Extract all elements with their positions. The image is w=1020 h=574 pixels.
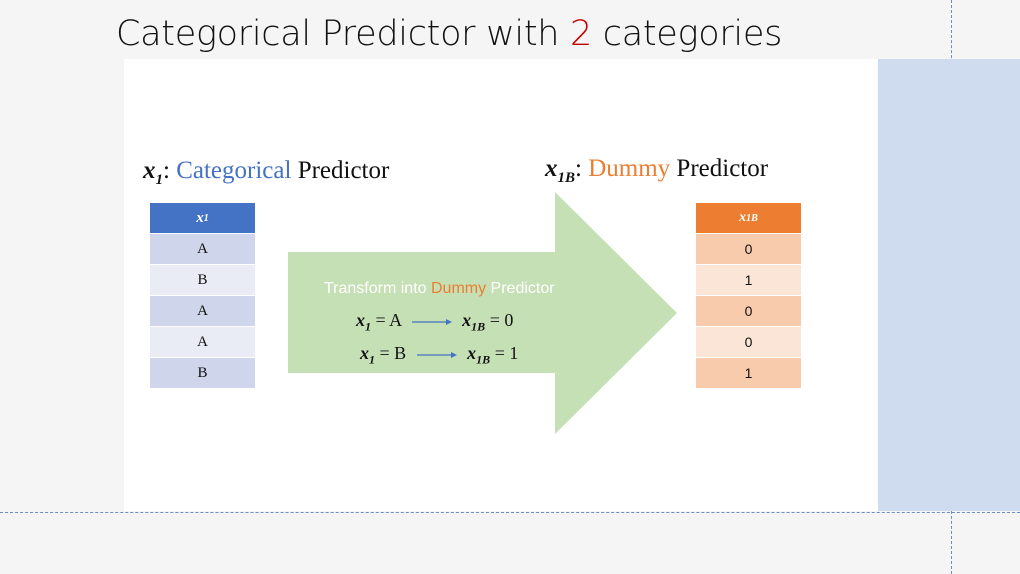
dummy-table: x 1B 0 1 0 0 1: [696, 203, 801, 389]
table-row: A: [150, 327, 255, 358]
table-row: B: [150, 265, 255, 296]
heading-rest: Predictor: [291, 157, 390, 184]
heading-highlight: Categorical: [176, 157, 292, 184]
heading-highlight: Dummy: [588, 155, 671, 182]
table-row: 0: [696, 296, 801, 327]
right-arrow-icon: [416, 351, 457, 358]
heading-colon: :: [575, 155, 589, 182]
heading-variable: x1: [143, 157, 163, 188]
slide-title: Categorical Predictor with 2 categories: [116, 14, 782, 54]
dummy-predictor-heading: x1B: Dummy Predictor: [545, 155, 768, 187]
table-row: 0: [696, 327, 801, 358]
categorical-predictor-heading: x1: Categorical Predictor: [143, 157, 389, 189]
right-arrow-icon: [411, 318, 452, 325]
heading-rest: Predictor: [670, 155, 769, 182]
mapping-rule: x1 = B x1B = 1: [360, 343, 519, 367]
heading-variable: x1B: [545, 155, 576, 186]
heading-colon: :: [163, 157, 177, 184]
table-row: 1: [696, 265, 801, 296]
title-suffix: categories: [591, 14, 783, 54]
title-number: 2: [569, 14, 592, 54]
title-prefix: Categorical Predictor with: [116, 14, 570, 54]
table-header: x 1B: [696, 203, 801, 234]
horizontal-guide-line: [0, 512, 1020, 513]
side-blue-panel: [878, 59, 1020, 511]
table-row: A: [150, 234, 255, 265]
mapping-rule: x1 = A x1B = 0: [356, 310, 514, 334]
transform-arrow-shape: [288, 192, 677, 434]
table-row: 0: [696, 234, 801, 265]
transform-caption: Transform into Dummy Predictor: [324, 280, 555, 297]
caption-highlight: Dummy: [431, 280, 487, 297]
table-row: B: [150, 358, 255, 389]
table-row: A: [150, 296, 255, 327]
table-row: 1: [696, 358, 801, 389]
